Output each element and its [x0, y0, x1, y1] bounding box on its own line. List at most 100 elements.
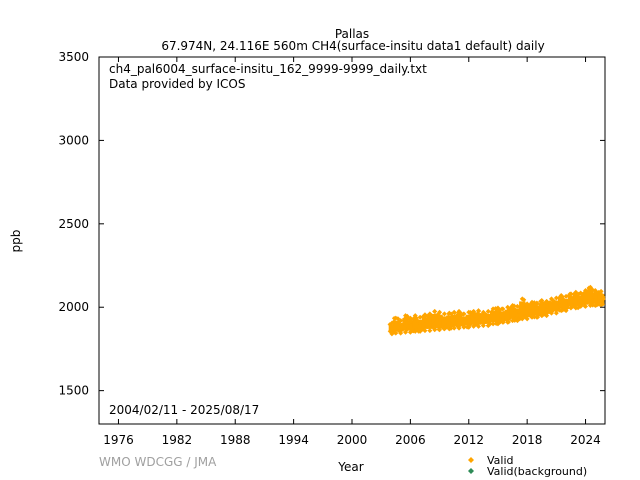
- data-point: [505, 308, 511, 313]
- data-point: [410, 326, 416, 332]
- y-tick-label: 2000: [58, 300, 89, 314]
- data-point: [485, 313, 491, 318]
- y-tick-label: 3000: [58, 133, 89, 147]
- data-point: [470, 309, 475, 315]
- data-point: [441, 323, 447, 328]
- data-point: [410, 328, 416, 334]
- data-point: [578, 303, 583, 308]
- data-point: [456, 316, 462, 322]
- data-point: [550, 297, 555, 303]
- data-point-center: [510, 312, 516, 318]
- data-point: [483, 316, 489, 321]
- data-point: [415, 318, 421, 323]
- data-point: [413, 315, 418, 321]
- data-point: [430, 320, 435, 326]
- data-point: [422, 313, 428, 319]
- axes-layer: 1500 2000 2500 3000 3500 1976 1982 1988 1994 2000…: [58, 50, 605, 447]
- data-point-center: [417, 323, 423, 329]
- data-point: [420, 314, 426, 319]
- data-point: [391, 319, 397, 324]
- data-point-center: [539, 307, 545, 313]
- data-point: [420, 318, 425, 324]
- legend-valid-marker: [468, 457, 474, 463]
- data-point: [521, 297, 527, 303]
- legend-valid-label: Valid: [487, 454, 514, 467]
- data-point: [593, 290, 598, 296]
- data-point: [586, 286, 592, 292]
- data-point: [596, 302, 602, 307]
- data-point-center: [578, 298, 584, 304]
- data-point: [583, 289, 589, 294]
- data-point: [448, 326, 454, 331]
- data-point: [441, 318, 447, 323]
- data-point: [441, 326, 447, 331]
- file-name-annotation: ch4_pal6004_surface-insitu_162_9999-9999…: [109, 62, 427, 76]
- data-point: [476, 309, 481, 314]
- data-point: [547, 300, 553, 305]
- data-point: [450, 314, 455, 320]
- data-point-center: [485, 318, 491, 324]
- x-axis-label: Year: [337, 460, 363, 474]
- data-point: [469, 319, 475, 324]
- data-point: [446, 311, 452, 317]
- data-point-center: [553, 305, 559, 311]
- data-point: [464, 324, 470, 330]
- data-point: [436, 327, 441, 332]
- data-point: [406, 315, 411, 321]
- legend-background-marker: [468, 468, 474, 474]
- data-point: [552, 299, 557, 304]
- data-layer: [387, 284, 606, 337]
- data-point-center: [490, 315, 496, 321]
- data-point: [598, 290, 603, 296]
- data-point: [440, 315, 445, 321]
- data-point: [404, 319, 410, 324]
- x-tick-label: 2006: [395, 433, 426, 447]
- data-point: [538, 311, 543, 316]
- x-tick-label: 1982: [162, 433, 193, 447]
- data-point-center: [514, 313, 520, 319]
- data-point: [585, 292, 591, 298]
- data-point: [586, 293, 592, 299]
- data-point: [480, 311, 486, 317]
- watermark: WMO WDCGG / JMA: [99, 455, 217, 469]
- data-point: [397, 319, 402, 325]
- y-tick-label: 2500: [58, 217, 89, 231]
- data-point: [590, 302, 596, 308]
- data-point: [496, 307, 502, 313]
- data-point: [564, 306, 569, 311]
- data-point: [501, 318, 506, 323]
- data-point: [540, 300, 545, 305]
- y-tick-label: 3500: [58, 50, 89, 64]
- data-point: [600, 302, 606, 307]
- data-point: [464, 317, 469, 323]
- data-point: [512, 307, 518, 312]
- data-point: [402, 317, 407, 322]
- data-point: [488, 314, 494, 320]
- y-tick-label: 1500: [58, 384, 89, 398]
- data-point: [445, 316, 451, 322]
- data-point-center: [441, 320, 447, 326]
- data-point: [407, 317, 413, 323]
- x-tick-label: 2018: [512, 433, 543, 447]
- x-tick-label: 2012: [453, 433, 484, 447]
- data-point: [568, 303, 573, 308]
- data-point: [487, 322, 492, 327]
- data-point: [560, 294, 565, 299]
- data-point-center: [505, 314, 511, 320]
- data-point: [570, 304, 576, 309]
- legend-background-label: Valid(background): [487, 465, 587, 478]
- data-point: [391, 330, 397, 335]
- data-point-center: [548, 305, 554, 311]
- data-point: [535, 314, 541, 320]
- data-point: [531, 312, 536, 318]
- data-point-center: [563, 303, 569, 309]
- data-point: [494, 306, 499, 312]
- data-point: [498, 319, 503, 325]
- data-point: [454, 319, 460, 324]
- data-point: [601, 294, 606, 300]
- data-point-center: [476, 318, 481, 324]
- data-point: [420, 327, 426, 332]
- data-point: [504, 317, 509, 322]
- data-point: [435, 314, 441, 320]
